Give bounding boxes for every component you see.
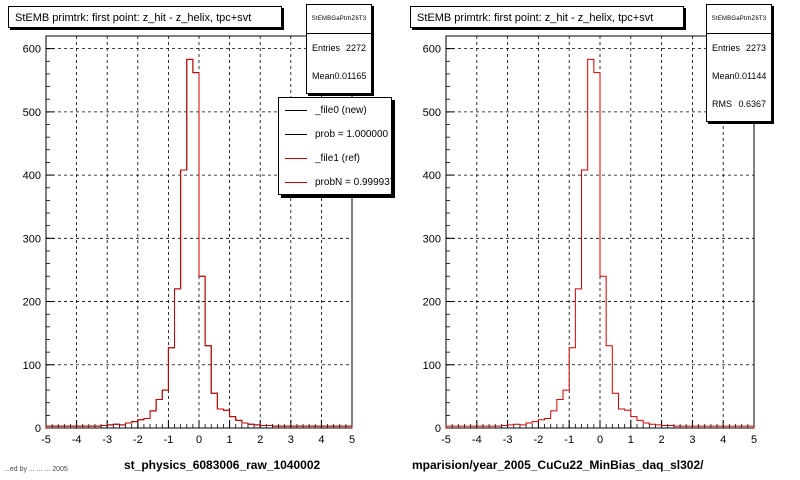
x-tick-label: 2 <box>257 434 263 446</box>
legend-label: _file0 (new) <box>315 104 367 116</box>
stats-row-mean: Mean 0.01165 <box>307 62 371 90</box>
y-tick-label: 300 <box>423 233 441 245</box>
x-tick-label: 3 <box>689 434 695 446</box>
histogram-series--file1-ref- <box>445 58 755 428</box>
legend-label: probN = 0.999937 <box>315 176 392 188</box>
stats-row-rms: RMS 0.6367 <box>707 90 771 118</box>
stats-box-left: StEMBGaPtrhZ6T3 Entries 2272 Mean 0.0116… <box>306 4 372 94</box>
y-tick-label: 200 <box>23 297 41 309</box>
legend-box: _file0 (new) prob = 1.000000 _file1 (ref… <box>278 97 392 195</box>
x-tick-label: -3 <box>102 434 112 446</box>
y-tick-label: 0 <box>435 423 441 435</box>
x-tick-label: 2 <box>659 434 665 446</box>
y-tick-label: 100 <box>23 360 41 372</box>
stats-label: Mean <box>712 71 735 81</box>
legend-swatch <box>285 109 307 111</box>
x-tick-label: -1 <box>164 434 174 446</box>
y-tick-label: 200 <box>423 297 441 309</box>
x-tick-label: -3 <box>503 434 513 446</box>
stats-row-mean: Mean 0.01144 <box>707 62 771 90</box>
stats-value: 0.6367 <box>738 99 766 109</box>
histogram-series--file1-ref- <box>45 58 353 428</box>
y-tick-label: 300 <box>23 233 41 245</box>
x-tick-label: 4 <box>720 434 726 446</box>
legend-entry: probN = 0.999937 <box>279 170 391 194</box>
x-tick-label: -5 <box>41 434 51 446</box>
legend-swatch <box>285 157 307 159</box>
stats-value: 0.01165 <box>334 71 367 81</box>
x-tick-label: -4 <box>72 434 82 446</box>
stats-box-right: StEMBGaPtrhZ6T3 Entries 2273 Mean 0.0114… <box>706 4 772 122</box>
stats-row-entries: Entries 2273 <box>707 34 771 62</box>
y-tick-label: 500 <box>423 107 441 119</box>
legend-swatch <box>285 133 307 135</box>
stats-label: Entries <box>712 43 741 53</box>
x-tick-label: -5 <box>441 434 451 446</box>
stats-row-entries: Entries 2272 <box>307 34 371 62</box>
legend-label: _file1 (ref) <box>315 152 361 164</box>
y-tick-label: 500 <box>23 107 41 119</box>
stats-name: StEMBGaPtrhZ6T3 <box>707 5 771 34</box>
chart-title-left: StEMB primtrk: first point: z_hit - z_he… <box>8 6 282 28</box>
x-tick-label: 1 <box>628 434 634 446</box>
x-tick-label: -2 <box>534 434 544 446</box>
x-axis-title-left: st_physics_6083006_raw_1040002 <box>124 458 321 472</box>
x-tick-label: 4 <box>318 434 324 446</box>
x-tick-label: 0 <box>196 434 202 446</box>
x-tick-label: -1 <box>564 434 574 446</box>
x-tick-label: 1 <box>227 434 233 446</box>
y-tick-label: 0 <box>35 423 41 435</box>
stats-value: 0.01144 <box>734 71 767 81</box>
legend-entry: _file0 (new) <box>279 98 391 122</box>
stats-name: StEMBGaPtrhZ6T3 <box>307 5 371 34</box>
y-tick-label: 400 <box>23 170 41 182</box>
x-tick-label: 3 <box>288 434 294 446</box>
stats-label: Mean <box>312 71 335 81</box>
y-tick-label: 600 <box>423 44 441 56</box>
y-tick-label: 100 <box>423 360 441 372</box>
y-tick-label: 400 <box>423 170 441 182</box>
legend-entry: prob = 1.000000 <box>279 122 391 146</box>
x-tick-label: -4 <box>472 434 482 446</box>
y-tick-label: 600 <box>23 44 41 56</box>
x-tick-label: -2 <box>133 434 143 446</box>
x-tick-label: 5 <box>349 434 355 446</box>
x-axis-title-right: mparision/year_2005_CuCu22_MinBias_daq_s… <box>412 458 704 472</box>
stats-label: Entries <box>312 43 341 53</box>
legend-label: prob = 1.000000 <box>315 128 389 140</box>
x-tick-label: 0 <box>597 434 603 446</box>
chart-title-right: StEMB primtrk: first point: z_hit - z_he… <box>410 6 684 28</box>
legend-entry: _file1 (ref) <box>279 146 391 170</box>
stats-value: 2272 <box>345 43 366 53</box>
footer-note: ...ed by ... ... ... 2005 <box>4 466 68 473</box>
x-tick-label: 5 <box>751 434 757 446</box>
stats-label: RMS <box>712 99 732 109</box>
legend-swatch <box>285 181 307 183</box>
stats-value: 2273 <box>745 43 766 53</box>
